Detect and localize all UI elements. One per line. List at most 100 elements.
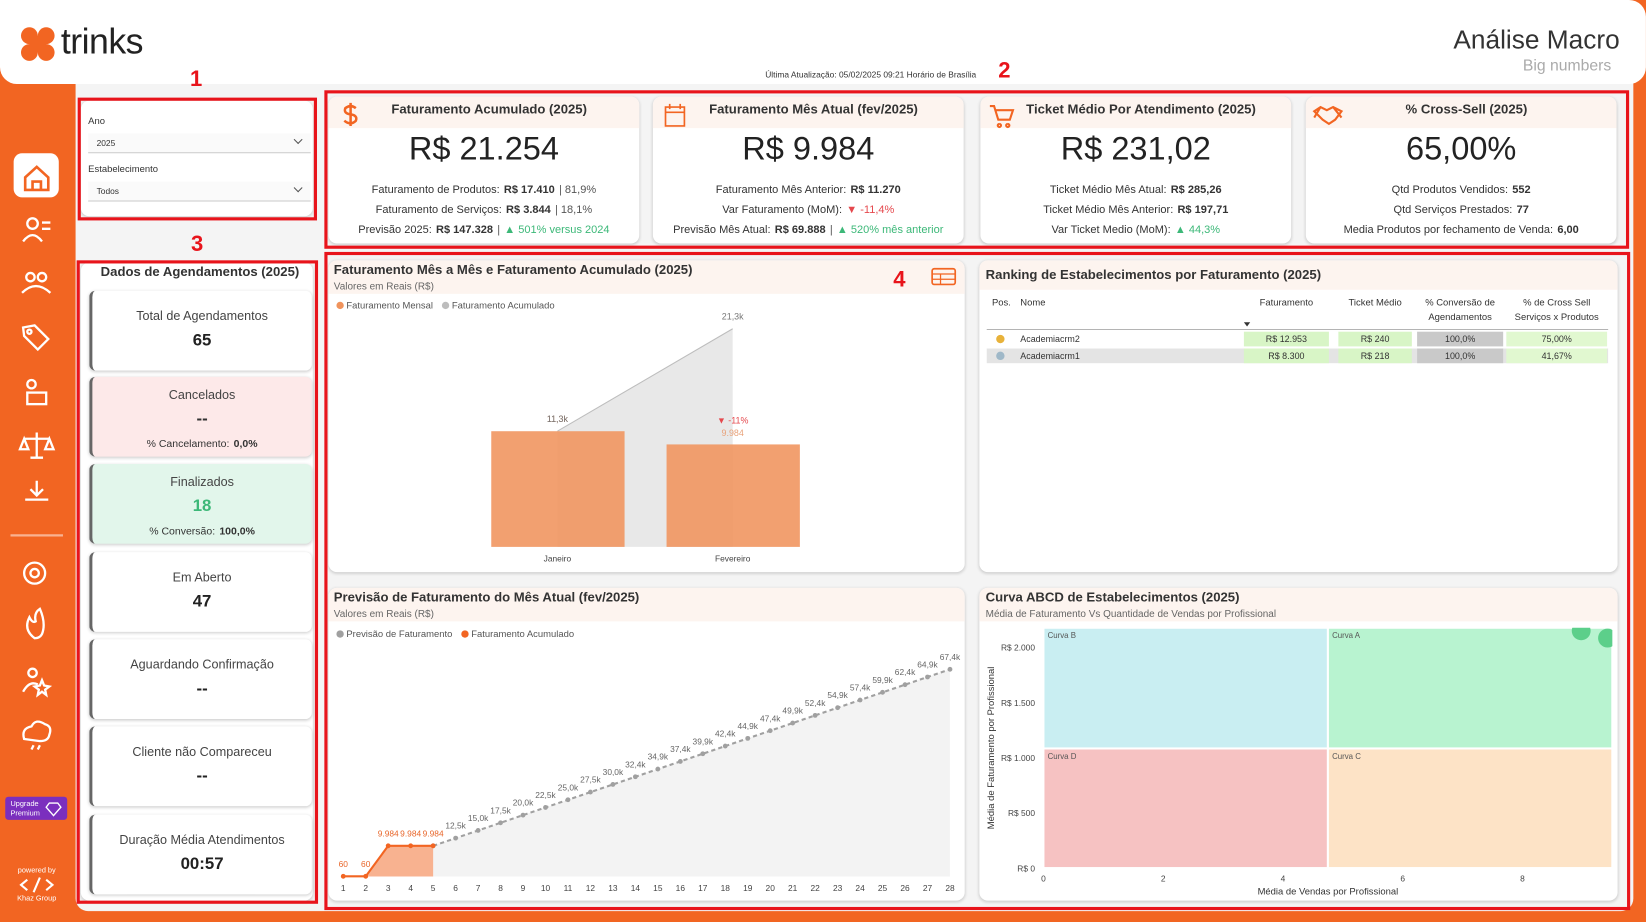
kpi-title: Faturamento Acumulado (2025) <box>391 101 587 117</box>
logo-text: trinks <box>60 22 144 62</box>
nav-fire-icon[interactable] <box>26 607 45 640</box>
appointment-label: Duração Média Atendimentos <box>119 832 285 848</box>
kpi-icon-box <box>989 104 1015 129</box>
table-cell: Academiacrm1 <box>1020 350 1080 362</box>
kpi-line-trend: ▲ 44,3% <box>1174 223 1221 237</box>
kpi-card: Ticket Médio Por Atendimento (2025) R$ 23… <box>980 96 1292 244</box>
nav-tag-icon[interactable] <box>21 324 50 352</box>
panel-header <box>328 260 965 294</box>
diamond-icon <box>45 802 62 817</box>
appointment-sub: % Conversão: 100,0% <box>92 526 311 538</box>
nav-team-icon[interactable] <box>36 271 48 283</box>
annotation-number: 1 <box>189 67 203 92</box>
nav-star-icon[interactable] <box>27 667 38 679</box>
appointment-value: -- <box>196 410 208 429</box>
appointment-sub: % Cancelamento: 0,0% <box>92 439 311 451</box>
nav-balance-icon[interactable] <box>18 432 56 459</box>
kpi-line: Qtd Produtos Vendidos: 552 <box>1306 184 1617 197</box>
filter-value: Todos <box>96 186 119 197</box>
appointment-sub-value: 100,0% <box>219 525 255 538</box>
kpi-line-value: 552 <box>1512 183 1531 197</box>
kpi-line-note: | 18,1% <box>554 203 593 217</box>
powered-by: powered by <box>18 865 56 874</box>
kpi-title: Faturamento Mês Atual (fev/2025) <box>709 101 918 117</box>
kpi-line-label: Ticket Médio Mês Anterior: <box>1043 203 1174 217</box>
kpi-line: Var Ticket Medio (MoM): ▲ 44,3% <box>980 224 1291 237</box>
nav-group-icon[interactable] <box>26 378 37 390</box>
header-bar: trinks Análise Macro Big numbers Última … <box>0 0 1646 84</box>
nav-star-icon[interactable] <box>22 677 53 698</box>
kpi-card: Faturamento Mês Atual (fev/2025) R$ 9.984… <box>652 96 964 244</box>
kpi-line-value: R$ 3.844 <box>506 203 551 217</box>
kpi-card: Faturamento Acumulado (2025) R$ 21.254 Fat… <box>328 96 640 244</box>
column-header: % Conversão de Agendamentos <box>1425 297 1496 323</box>
kpi-card: % Cross-Sell (2025) 65,00% Qtd Produtos Ve… <box>1305 96 1617 244</box>
nav-clients-icon[interactable] <box>22 221 51 243</box>
appointment-value: 00:57 <box>180 855 224 874</box>
upgrade-text[interactable]: Premium <box>10 809 39 818</box>
kpi-line: Faturamento de Serviços: R$ 3.844 | 18,1% <box>329 204 640 217</box>
kpi-line-trend: ▼ -11,4% <box>846 203 895 217</box>
table-cell: Academiacrm2 <box>1020 333 1080 345</box>
kpi-line: Faturamento de Produtos: R$ 17.410 | 81,9% <box>329 184 640 197</box>
company-name: Khaz Group <box>17 894 56 903</box>
panel-header <box>1305 96 1617 129</box>
kpi-line: Var Faturamento (MoM): ▼ -11,4% <box>653 204 964 217</box>
nav-team-icon[interactable] <box>21 284 52 294</box>
kpi-line-note: | 81,9% <box>558 183 597 197</box>
appointment-value: -- <box>196 767 208 786</box>
nav-group-icon[interactable] <box>26 391 48 406</box>
nav-clients-icon[interactable] <box>26 217 39 230</box>
kpi-line-sep: | <box>829 223 833 237</box>
table-cell: 75,00% <box>1506 331 1608 347</box>
nav-home-icon[interactable] <box>23 165 50 192</box>
nav-team-icon[interactable] <box>25 271 36 283</box>
kpi-line-trend: ▲ 501% versus 2024 <box>504 223 610 237</box>
panel-header <box>652 96 964 129</box>
kpi-title: % Cross-Sell (2025) <box>1405 101 1528 117</box>
filter-value: 2025 <box>96 138 116 149</box>
kpi-line-value: R$ 147.328 <box>436 223 493 237</box>
kpi-line-value: R$ 197,71 <box>1177 203 1229 217</box>
filter-dropdown[interactable]: 2025 <box>88 133 311 154</box>
kpi-value: R$ 21.254 <box>408 130 559 167</box>
kpi-line: Faturamento Mês Anterior: R$ 11.270 <box>653 184 964 197</box>
column-header: Faturamento <box>1259 297 1314 308</box>
nav-goal-icon[interactable] <box>29 567 40 579</box>
page-title: Análise Macro <box>1453 25 1620 55</box>
sidebar: Upgrade Premium powered by Khaz Group <box>5 153 68 903</box>
nav-goal-icon[interactable] <box>22 561 47 585</box>
kpi-line-label: Faturamento de Produtos: <box>371 183 500 197</box>
appointment-card: Cancelados -- % Cancelamento: 0,0% <box>89 376 312 457</box>
nav-tag-icon[interactable] <box>26 328 33 335</box>
kpi-line-trend: ▲ 520% mês anterior <box>836 223 944 237</box>
filter-label: Estabelecimento <box>88 163 159 175</box>
kpi-line-label: Previsão Mês Atual: <box>673 223 771 237</box>
annotation-number: 4 <box>893 267 906 292</box>
appointment-sub-value: 0,0% <box>233 438 258 451</box>
column-header: Pos. <box>991 297 1011 308</box>
kpi-line: Ticket Médio Mês Atual: R$ 285,26 <box>980 184 1291 197</box>
filter-dropdown[interactable]: Todos <box>88 181 311 202</box>
kpi-line-label: Media Produtos por fechamento de Venda: <box>1343 223 1554 237</box>
kpi-line-value: 77 <box>1516 203 1529 217</box>
kpi-icon-box <box>1312 105 1344 126</box>
logo-core <box>29 35 47 53</box>
kpi-line-label: Var Ticket Medio (MoM): <box>1051 223 1171 237</box>
appointment-value: 47 <box>192 593 212 611</box>
kpi-value: R$ 231,02 <box>1060 130 1211 167</box>
column-header: % de Cross Sell Serviços x Produtos <box>1514 297 1599 323</box>
kpi-icon <box>1312 105 1344 126</box>
nav-cloud-icon[interactable] <box>22 720 52 751</box>
appointment-card: Total de Agendamentos 65 <box>89 290 312 371</box>
nav-download-icon[interactable] <box>25 480 49 501</box>
appointment-sub-label: % Conversão: <box>149 525 216 538</box>
column-header: Ticket Médio <box>1348 297 1402 308</box>
panel-header <box>979 587 1618 622</box>
appointment-card: Finalizados 18 % Conversão: 100,0% <box>89 463 312 544</box>
upgrade-text[interactable]: Upgrade <box>10 799 38 808</box>
kpi-line-label: Var Faturamento (MoM): <box>722 203 843 217</box>
column-header: Nome <box>1020 297 1046 308</box>
dropdown-chevron <box>293 135 303 145</box>
kpi-icon-box <box>343 102 358 126</box>
